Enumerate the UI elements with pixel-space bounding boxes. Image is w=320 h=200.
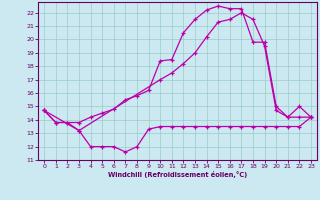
- X-axis label: Windchill (Refroidissement éolien,°C): Windchill (Refroidissement éolien,°C): [108, 171, 247, 178]
